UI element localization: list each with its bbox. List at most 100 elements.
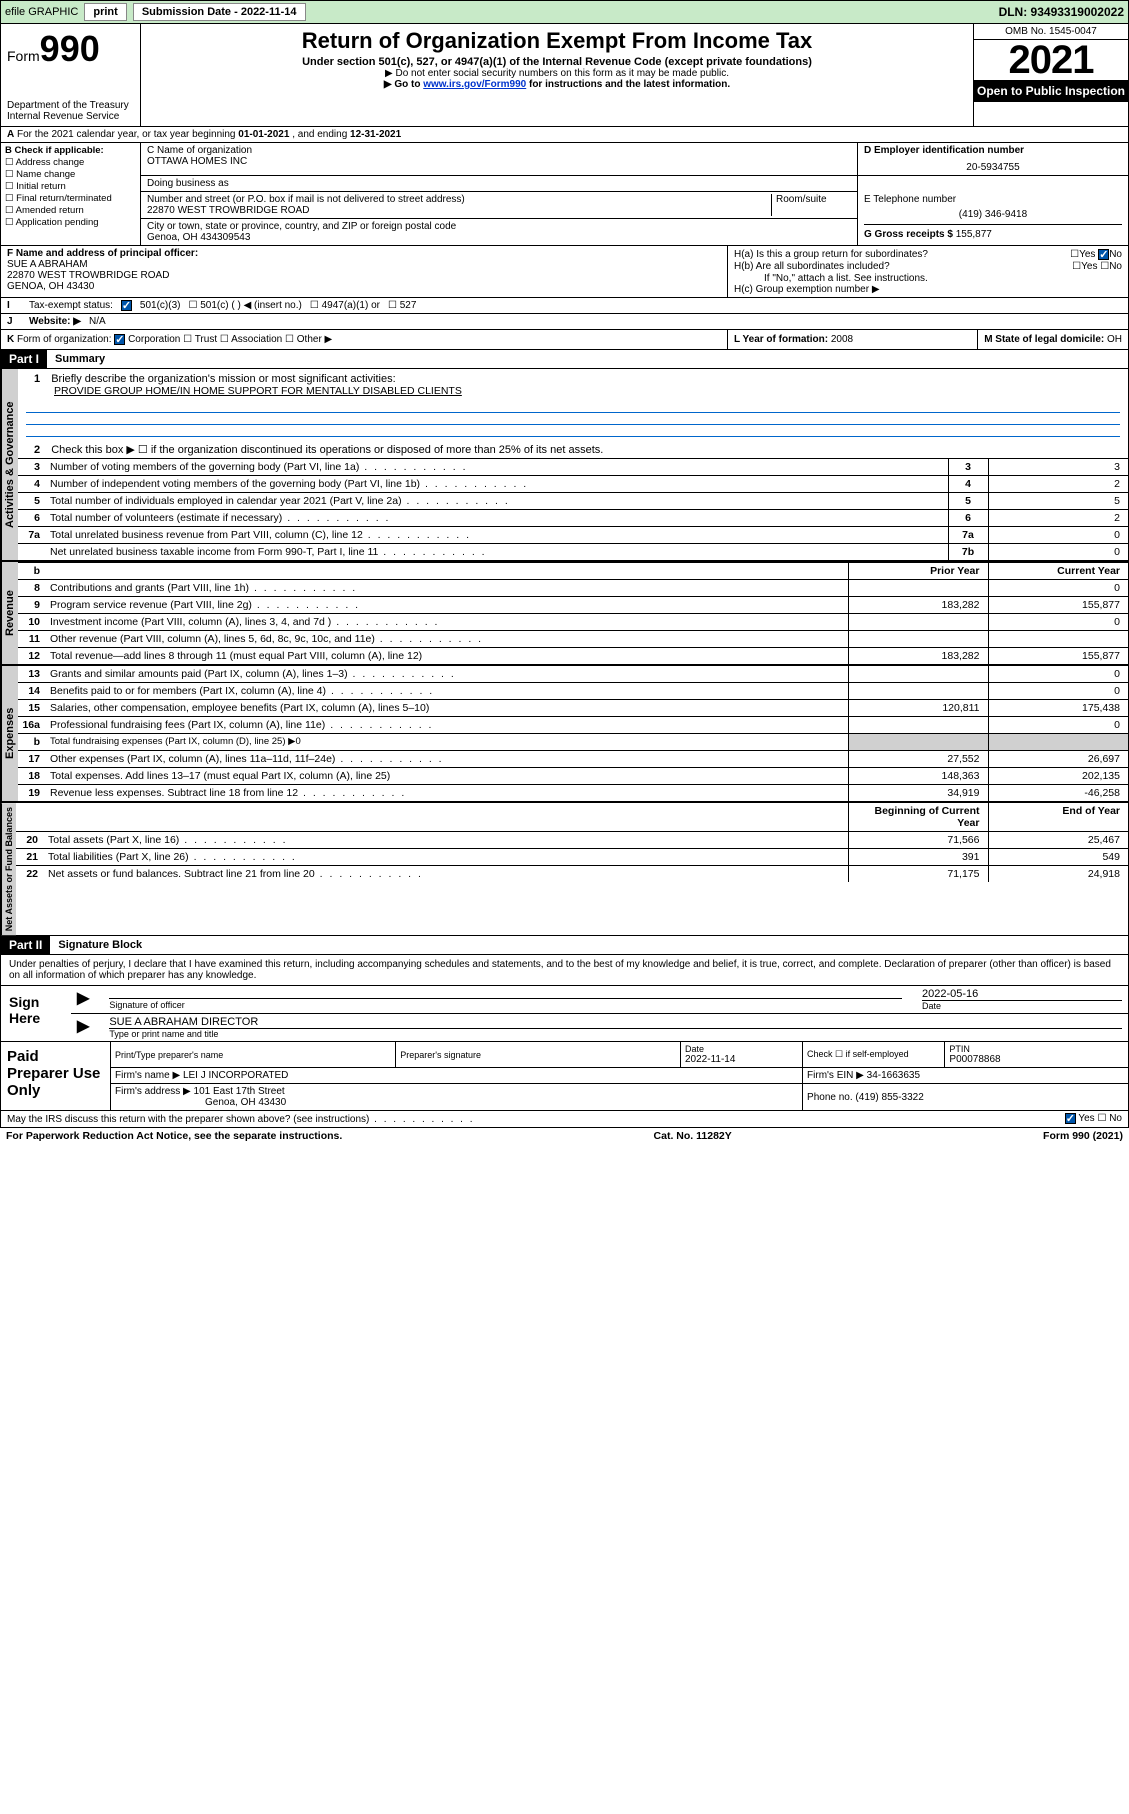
paid-preparer-block: Paid Preparer Use Only Print/Type prepar…: [0, 1042, 1129, 1111]
tax-begin: 01-01-2021: [238, 129, 289, 140]
k-text: Form of organization:: [17, 334, 112, 345]
na-hdr-curr: End of Year: [988, 803, 1128, 832]
caret-icon: ▶: [77, 988, 89, 1011]
tax-end: 12-31-2021: [350, 129, 401, 140]
r-curr: 0: [988, 614, 1128, 631]
l-label: L Year of formation:: [734, 334, 828, 345]
chk-501c3[interactable]: [121, 300, 132, 311]
paid-title: Paid Preparer Use Only: [1, 1042, 111, 1110]
form-header: Form990 Department of the Treasury Inter…: [0, 24, 1129, 127]
chk-name-change[interactable]: ☐ Name change: [5, 169, 136, 180]
gross-receipts: 155,877: [956, 229, 992, 240]
efile-label: efile GRAPHIC: [5, 6, 78, 18]
opt-other: Other ▶: [297, 334, 332, 345]
revenue-table: bPrior YearCurrent Year 8Contributions a…: [18, 562, 1128, 664]
city-label: City or town, state or province, country…: [147, 221, 851, 232]
part1-title: Summary: [47, 351, 113, 367]
e-num: b: [18, 734, 46, 751]
k-label: K: [7, 334, 14, 345]
tax-year: 2021: [974, 40, 1128, 80]
ha-no: No: [1109, 249, 1122, 260]
chk-application-pending[interactable]: ☐ Application pending: [5, 217, 136, 228]
g-row-text: Total unrelated business revenue from Pa…: [46, 527, 948, 544]
na-text: Total assets (Part X, line 16): [44, 832, 848, 849]
g-row-text: Number of voting members of the governin…: [46, 459, 948, 476]
e-text: Total fundraising expenses (Part IX, col…: [46, 734, 848, 751]
form-number: 990: [40, 28, 100, 69]
g-row-rt: 4: [948, 476, 988, 493]
ptin-value: P00078868: [949, 1054, 1124, 1065]
c-name-label: C Name of organization: [147, 145, 851, 156]
discuss-row: May the IRS discuss this return with the…: [0, 1111, 1129, 1127]
officer-addr2: GENOA, OH 43430: [7, 281, 721, 292]
submission-date-button[interactable]: Submission Date - 2022-11-14: [133, 3, 306, 21]
hdr-prior: Prior Year: [848, 563, 988, 580]
col-d-spacer: [858, 176, 1128, 192]
g-row-text: Number of independent voting members of …: [46, 476, 948, 493]
g-row-text: Net unrelated business taxable income fr…: [46, 544, 948, 561]
ha-label: H(a) Is this a group return for subordin…: [734, 249, 928, 260]
hdr-b: b: [18, 563, 46, 580]
e-text: Total expenses. Add lines 13–17 (must eq…: [46, 768, 848, 785]
mission-line-1: [26, 401, 1120, 413]
e-num: 15: [18, 700, 46, 717]
g-row-num: 7a: [18, 527, 46, 544]
org-name-cell: C Name of organization OTTAWA HOMES INC: [141, 143, 858, 176]
header-mid: Return of Organization Exempt From Incom…: [141, 24, 973, 126]
room-label: Room/suite: [771, 194, 851, 216]
r-prior: [848, 580, 988, 597]
e-text: Revenue less expenses. Subtract line 18 …: [46, 785, 848, 802]
g-row-val: 5: [988, 493, 1128, 510]
line2-text: Check this box ▶ ☐ if the organization d…: [51, 444, 603, 456]
g-row-rt: 3: [948, 459, 988, 476]
row-a-mid: , and ending: [289, 129, 350, 140]
h-selfemp[interactable]: Check ☐ if self-employed: [807, 1049, 940, 1060]
i-text: Tax-exempt status:: [29, 300, 113, 311]
form-ref: Form 990 (2021): [1043, 1130, 1123, 1142]
chk-final-return[interactable]: ☐ Final return/terminated: [5, 193, 136, 204]
r-text: Total revenue—add lines 8 through 11 (mu…: [46, 648, 848, 665]
chk-corporation[interactable]: [114, 334, 125, 345]
e-prior: 27,552: [848, 751, 988, 768]
i-label: I: [7, 300, 21, 311]
officer-name: SUE A ABRAHAM: [7, 259, 721, 270]
governance-section: Activities & Governance 1 Briefly descri…: [0, 369, 1129, 560]
dln-label: DLN: 93493319002022: [999, 5, 1124, 19]
e-text: Salaries, other compensation, employee b…: [46, 700, 848, 717]
chk-amended[interactable]: ☐ Amended return: [5, 205, 136, 216]
firm-addr-label: Firm's address ▶: [115, 1086, 191, 1097]
netassets-section: Net Assets or Fund Balances Beginning of…: [0, 801, 1129, 936]
city-value: Genoa, OH 434309543: [147, 232, 851, 243]
instructions-link[interactable]: www.irs.gov/Form990: [423, 79, 526, 90]
paid-table: Print/Type preparer's name Preparer's si…: [111, 1042, 1128, 1110]
final-row: For Paperwork Reduction Act Notice, see …: [0, 1128, 1129, 1144]
na-curr: 24,918: [988, 866, 1128, 883]
mission-line-2: [26, 413, 1120, 425]
print-button[interactable]: print: [84, 3, 126, 21]
r-text: Program service revenue (Part VIII, line…: [46, 597, 848, 614]
sig-date-value: 2022-05-16: [922, 988, 1122, 1000]
g-row-num: 3: [18, 459, 46, 476]
r-text: Other revenue (Part VIII, column (A), li…: [46, 631, 848, 648]
g-row-val: 2: [988, 510, 1128, 527]
na-prior: 71,566: [848, 832, 988, 849]
line2-num: 2: [34, 444, 40, 456]
g-label: G Gross receipts $: [864, 229, 953, 240]
form-title: Return of Organization Exempt From Incom…: [149, 28, 965, 54]
ha-no-checkbox[interactable]: [1098, 249, 1109, 260]
e-prior-shaded: [848, 734, 988, 751]
sig-officer-field[interactable]: Signature of officer: [109, 998, 902, 1011]
discuss-yes-checkbox[interactable]: [1065, 1113, 1076, 1124]
col-k: K Form of organization: Corporation ☐ Tr…: [1, 330, 728, 349]
chk-address-change[interactable]: ☐ Address change: [5, 157, 136, 168]
discuss-text: May the IRS discuss this return with the…: [7, 1114, 475, 1125]
hdr-current: Current Year: [988, 563, 1128, 580]
side-expenses: Expenses: [1, 666, 18, 801]
caret-icon: ▶: [77, 1016, 89, 1039]
e-text: Benefits paid to or for members (Part IX…: [46, 683, 848, 700]
g-row-text: Total number of individuals employed in …: [46, 493, 948, 510]
r-prior: 183,282: [848, 597, 988, 614]
chk-initial-return[interactable]: ☐ Initial return: [5, 181, 136, 192]
r-curr: 155,877: [988, 597, 1128, 614]
e-curr: 0: [988, 666, 1128, 683]
